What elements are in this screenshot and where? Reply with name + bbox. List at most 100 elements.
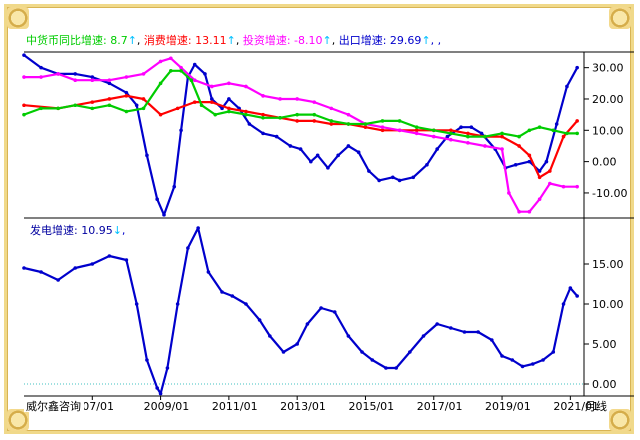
data-point <box>367 169 371 173</box>
data-point <box>408 350 412 354</box>
data-point <box>370 358 375 362</box>
data-point <box>319 306 323 310</box>
data-point <box>165 366 170 370</box>
data-point <box>90 100 95 104</box>
data-point <box>56 278 60 282</box>
legend-arrow: ↑ <box>127 34 137 47</box>
y-tick-label: -10.00 <box>592 187 627 200</box>
data-point <box>565 131 569 136</box>
data-point <box>124 75 129 79</box>
data-point <box>309 159 313 164</box>
data-point <box>227 97 231 101</box>
data-point <box>530 362 535 366</box>
data-point <box>73 72 78 76</box>
data-point <box>483 144 487 148</box>
data-point <box>141 97 146 101</box>
data-point <box>281 350 286 354</box>
data-point <box>565 84 569 89</box>
data-point <box>73 78 78 82</box>
data-point <box>158 391 163 396</box>
data-point <box>210 100 214 104</box>
data-point <box>158 112 163 117</box>
y-tick-label: 20.00 <box>592 93 624 106</box>
data-point <box>513 162 518 167</box>
data-point <box>517 209 521 214</box>
data-point <box>261 115 265 120</box>
data-point <box>107 97 112 101</box>
data-point <box>206 270 211 274</box>
data-point <box>459 125 463 129</box>
data-point <box>346 122 351 126</box>
data-point <box>449 131 453 136</box>
data-point <box>145 358 149 362</box>
data-point <box>107 103 112 108</box>
y-tick-label: 30.00 <box>592 62 624 75</box>
data-point <box>500 134 504 139</box>
y-tick-label: 15.00 <box>592 258 624 271</box>
data-point <box>466 134 470 139</box>
data-point <box>247 122 252 126</box>
y-tick-label: 10.00 <box>592 124 624 137</box>
data-point <box>500 131 504 136</box>
data-point <box>227 106 231 111</box>
y-tick-label: 5.00 <box>592 338 617 351</box>
data-point <box>397 119 402 123</box>
data-point <box>220 106 224 111</box>
data-point <box>527 128 532 133</box>
data-point <box>145 153 149 158</box>
data-point <box>39 270 43 274</box>
data-point <box>90 262 95 266</box>
data-point <box>134 103 139 108</box>
watermark-text: 威尔鑫咨询 <box>26 399 81 413</box>
x-tick-label: 007/01 <box>75 400 114 413</box>
data-point <box>537 197 542 202</box>
data-point <box>537 125 542 129</box>
data-point <box>278 97 282 101</box>
data-point <box>295 119 299 123</box>
data-point <box>227 109 231 114</box>
data-point <box>22 112 26 117</box>
data-point <box>561 184 566 189</box>
y-tick-label: 10.00 <box>592 298 624 311</box>
data-point <box>288 144 293 148</box>
data-point <box>90 106 95 111</box>
data-point <box>141 72 146 76</box>
data-point <box>363 125 368 129</box>
data-point <box>431 128 436 133</box>
data-point <box>421 334 426 338</box>
data-point <box>261 112 265 117</box>
data-point <box>537 175 542 180</box>
data-point <box>158 81 163 86</box>
data-point <box>192 78 197 82</box>
data-point <box>162 213 166 217</box>
data-point <box>56 72 60 76</box>
data-point <box>548 181 552 186</box>
frame-corner-ornament <box>609 409 631 431</box>
data-point <box>22 266 26 270</box>
data-point <box>158 59 163 64</box>
data-point <box>175 302 180 306</box>
legend-entry: 投资增速: -8.10 <box>242 34 323 47</box>
data-point <box>384 366 388 370</box>
legend-entry: 消费增速: 13.11 <box>143 34 227 47</box>
data-point <box>380 119 385 123</box>
data-point <box>466 131 470 136</box>
data-point <box>425 162 429 167</box>
data-point <box>134 302 139 306</box>
data-point <box>466 141 470 145</box>
data-point <box>517 134 521 139</box>
data-point <box>230 294 235 298</box>
data-point <box>449 128 453 133</box>
series-line <box>23 226 579 395</box>
data-point <box>220 290 224 294</box>
data-point <box>189 78 194 82</box>
data-point <box>490 338 494 342</box>
data-point <box>257 318 262 322</box>
data-point <box>517 144 521 148</box>
data-point <box>169 56 173 61</box>
data-point <box>575 294 579 298</box>
data-point <box>124 258 129 262</box>
data-point <box>346 112 351 117</box>
data-point <box>107 78 112 82</box>
data-point <box>155 386 159 390</box>
